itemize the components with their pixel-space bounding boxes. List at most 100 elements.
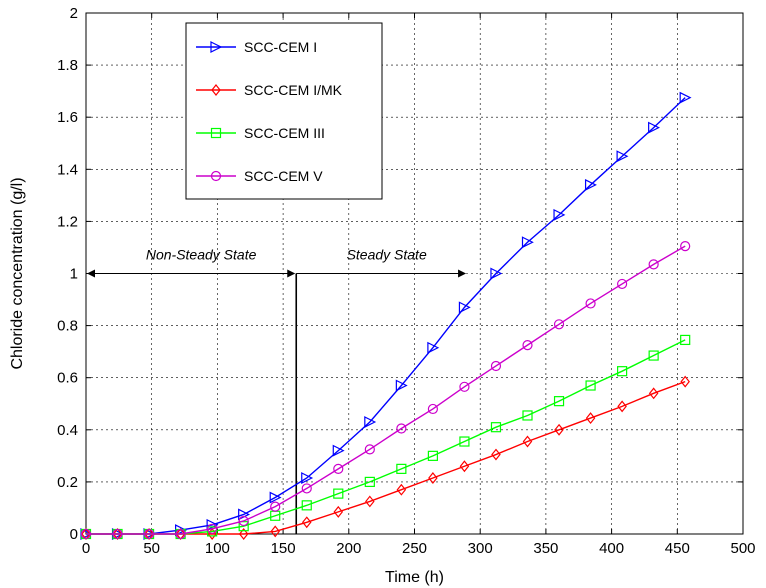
series-line (86, 339, 686, 535)
series-line (86, 245, 686, 535)
arrow-head (287, 269, 296, 278)
data-point (522, 340, 533, 351)
data-point (490, 422, 502, 433)
arrow-head (87, 269, 95, 278)
data-point (364, 476, 375, 487)
x-tick-label: 200 (336, 540, 361, 557)
legend-marker (210, 170, 222, 182)
y-tick-label: 1 (70, 266, 78, 283)
legend-entry: SCC-CEM I (196, 39, 317, 55)
y-tick-label: 1.6 (57, 109, 78, 126)
data-point (491, 448, 501, 461)
data-point (648, 350, 659, 361)
y-tick-label: 1.2 (57, 213, 78, 230)
legend-marker (210, 127, 222, 139)
x-tick-label: 250 (402, 540, 427, 557)
x-tick-label: 400 (599, 540, 624, 557)
legend-entry: SCC-CEM III (196, 125, 325, 141)
legend: SCC-CEM I SCC-CEM I/MK SCC-CEM III SCC-CEM … (185, 22, 383, 200)
x-tick-label: 500 (730, 540, 755, 557)
data-point (396, 483, 407, 496)
data-point (648, 387, 659, 400)
series-layer (80, 91, 692, 540)
data-point (364, 416, 377, 428)
data-point (522, 435, 533, 448)
data-point (175, 528, 186, 540)
steady-label: Steady State (347, 247, 427, 263)
data-point (80, 528, 92, 540)
y-tick-label: 0.4 (57, 422, 78, 439)
data-point (553, 208, 566, 221)
data-point (680, 334, 691, 346)
data-point (333, 463, 344, 474)
data-point (585, 298, 596, 309)
y-tick-label: 0.8 (57, 318, 78, 335)
legend-label: SCC-CEM I/MK (244, 82, 343, 98)
legend-label: SCC-CEM I (244, 39, 317, 55)
data-point (396, 423, 407, 434)
legend-label: SCC-CEM V (244, 168, 323, 184)
data-point (301, 483, 312, 494)
x-tick-label: 150 (271, 540, 296, 557)
data-point (207, 523, 218, 534)
data-point (617, 278, 628, 290)
x-axis-label: Time (h) (385, 569, 444, 586)
series-1 (80, 91, 692, 540)
legend-marker (211, 84, 221, 96)
data-point (301, 472, 314, 484)
y-tick-label: 1.8 (57, 57, 78, 74)
data-point (679, 91, 692, 104)
data-point (459, 460, 470, 473)
x-tick-label: 100 (205, 540, 230, 557)
data-point (112, 528, 123, 540)
data-point (364, 444, 375, 455)
series-line (86, 97, 686, 535)
data-point (459, 436, 470, 447)
data-point (143, 528, 155, 540)
series-2 (81, 375, 690, 540)
data-point (396, 463, 407, 474)
legend-marker (210, 41, 223, 53)
data-point (333, 488, 344, 499)
arrow-head (458, 269, 467, 278)
data-point (207, 526, 218, 537)
data-point (553, 319, 565, 330)
data-point (427, 403, 438, 415)
x-tick-label: 50 (143, 540, 160, 557)
data-point (428, 472, 438, 484)
series-4 (80, 241, 691, 540)
data-point (301, 516, 312, 529)
x-tick-label: 350 (533, 540, 558, 557)
y-tick-label: 2 (70, 5, 78, 22)
legend-entry: SCC-CEM V (196, 168, 323, 184)
x-tick-label: 450 (665, 540, 690, 557)
legend-box (185, 22, 383, 200)
data-point (490, 267, 503, 280)
data-point (365, 495, 375, 508)
data-point (332, 444, 345, 457)
data-point (617, 400, 627, 413)
data-point (616, 150, 629, 163)
data-point (680, 241, 691, 252)
data-point (648, 121, 660, 134)
x-tick-label: 300 (468, 540, 493, 557)
data-point (680, 375, 690, 388)
non-steady-label: Non-Steady State (146, 247, 257, 263)
data-point (585, 380, 596, 391)
data-point (427, 450, 438, 461)
data-point (301, 500, 312, 511)
data-point (270, 501, 281, 512)
data-point (617, 366, 628, 377)
axis-ticks: 0 50 100 150 200 250 300 350 400 450 500 0 0.2 0.4 0.6… (57, 5, 755, 557)
data-point (458, 301, 471, 314)
data-point (490, 360, 502, 372)
data-point (648, 259, 659, 270)
data-point (554, 423, 564, 436)
data-point (522, 410, 533, 421)
data-point (395, 379, 408, 392)
data-point (584, 178, 597, 191)
legend-entry: SCC-CEM I/MK (196, 82, 343, 98)
series-3 (80, 334, 691, 540)
data-point (238, 528, 249, 540)
